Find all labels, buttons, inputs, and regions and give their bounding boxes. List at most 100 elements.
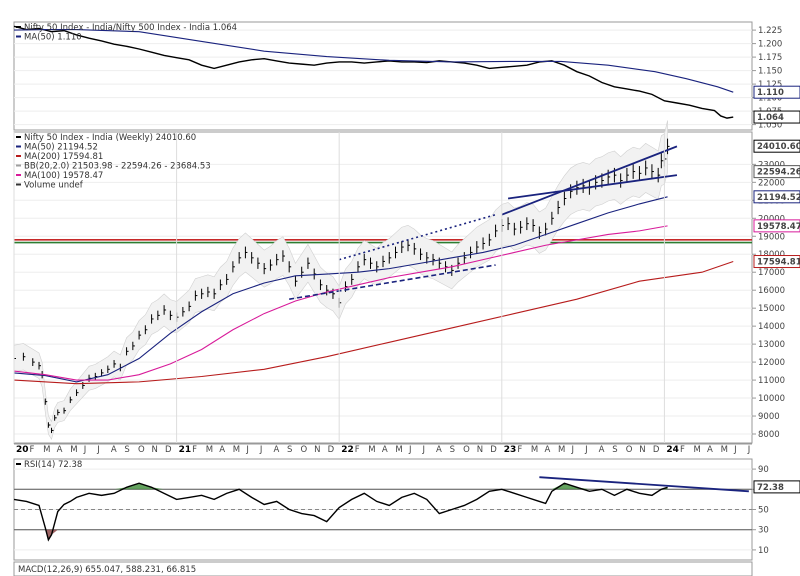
rsi-tick-label-4: 10 <box>758 546 769 556</box>
price-last-value-badge-1 <box>753 165 800 179</box>
x-tick-label-14: M <box>206 445 213 455</box>
price-series-1 <box>13 196 668 383</box>
price-trendline-2 <box>501 145 678 216</box>
ratio-series-0 <box>13 25 734 119</box>
x-tick-label-53: J <box>733 445 737 455</box>
x-tick-label-49: F <box>680 445 685 455</box>
price-tick-label-3: 20000 <box>758 214 785 224</box>
rsi-last-value-badge-0 <box>753 480 800 494</box>
ratio-frame <box>13 21 753 131</box>
x-tick-label-34: N <box>477 445 483 455</box>
x-tick-label-7: A <box>111 445 117 455</box>
price-legend-swatch-4 <box>16 174 21 176</box>
ratio-panel: 1.2251.2001.1751.1501.1251.1001.0751.050… <box>13 21 800 131</box>
bollinger-band <box>13 120 668 441</box>
price-last-value-badge-4 <box>753 255 800 269</box>
x-tick-label-41: J <box>571 445 575 455</box>
x-tick-label-39: A <box>544 445 550 455</box>
x-tick-label-16: M <box>233 445 240 455</box>
rsi-tick-label-2: 50 <box>758 506 769 516</box>
rsi-trendline <box>539 476 749 493</box>
price-last-value-badge-3 <box>753 219 800 233</box>
price-tick-label-9: 14000 <box>758 322 785 332</box>
price-last-value-0: 24010.60 <box>757 142 800 152</box>
price-last-value-4: 17594.81 <box>757 258 800 268</box>
price-tick-label-7: 16000 <box>758 286 785 296</box>
x-tick-label-8: S <box>124 445 129 455</box>
macd-frame <box>13 561 753 576</box>
rsi-series-0 <box>13 482 668 542</box>
x-tick-label-12: 21 <box>179 445 192 455</box>
price-legend-swatch-2 <box>16 155 21 157</box>
price-tick-label-12: 11000 <box>758 376 785 386</box>
x-tick-label-18: J <box>259 445 263 455</box>
x-tick-label-37: F <box>517 445 522 455</box>
x-tick-label-52: M <box>721 445 728 455</box>
x-tick-label-11: D <box>165 445 172 455</box>
x-tick-label-51: A <box>707 445 713 455</box>
ratio-series-1 <box>13 29 734 93</box>
ratio-legend-1: MA(50) 1.110 <box>24 33 82 43</box>
x-tick-label-28: M <box>395 445 402 455</box>
price-legend-3: BB(20,2.0) 21503.98 - 22594.26 - 23684.5… <box>24 162 211 172</box>
x-tick-label-33: O <box>463 445 470 455</box>
price-legend-swatch-3 <box>16 164 21 167</box>
price-tick-label-6: 17000 <box>758 268 785 278</box>
rsi-tick-label-0: 90 <box>758 465 769 475</box>
price-series-2 <box>13 225 668 381</box>
price-tick-label-14: 9000 <box>758 412 780 422</box>
price-tick-label-1: 22000 <box>758 178 785 188</box>
x-tick-label-42: J <box>584 445 588 455</box>
price-last-value-2: 21194.52 <box>757 193 800 203</box>
x-tick-label-25: F <box>355 445 360 455</box>
ratio-tick-label-1: 1.200 <box>758 40 782 50</box>
price-tick-label-4: 19000 <box>758 232 785 242</box>
price-legend-1: MA(50) 21194.52 <box>24 143 98 153</box>
price-legend-5: Volume undef <box>24 181 84 191</box>
x-tick-label-13: F <box>192 445 197 455</box>
x-tick-label-4: M <box>70 445 77 455</box>
rsi-legend-0: RSI(14) 72.38 <box>24 460 82 470</box>
price-legend-swatch-0 <box>16 136 21 138</box>
ratio-tick-label-4: 1.125 <box>758 80 782 90</box>
x-tick-label-44: S <box>612 445 617 455</box>
price-legend-swatch-1 <box>16 145 21 148</box>
x-tick-label-50: M <box>693 445 700 455</box>
x-tick-label-43: A <box>599 445 605 455</box>
price-last-value-badge-0 <box>753 139 800 153</box>
price-tick-label-13: 10000 <box>758 394 785 404</box>
rsi-legend-swatch-0 <box>16 463 21 465</box>
price-legend-0: Nifty 50 Index - India (Weekly) 24010.60 <box>24 133 196 143</box>
ratio-tick-label-3: 1.150 <box>758 67 782 77</box>
x-tick-label-45: O <box>626 445 633 455</box>
price-tick-label-8: 15000 <box>758 304 785 314</box>
x-tick-label-46: N <box>639 445 645 455</box>
x-tick-label-1: F <box>30 445 35 455</box>
price-last-value-1: 22594.26 <box>757 168 800 178</box>
price-tick-label-11: 12000 <box>758 358 785 368</box>
x-tick-label-31: A <box>436 445 442 455</box>
x-tick-label-24: 22 <box>341 445 354 455</box>
x-tick-label-21: O <box>301 445 308 455</box>
price-legend-2: MA(200) 17594.81 <box>24 152 103 162</box>
ratio-tick-label-2: 1.175 <box>758 53 782 63</box>
x-tick-label-47: D <box>653 445 660 455</box>
x-tick-label-29: J <box>408 445 412 455</box>
x-tick-label-26: M <box>368 445 375 455</box>
price-last-value-3: 19578.47 <box>757 222 800 232</box>
price-trendline-1 <box>338 213 496 261</box>
x-tick-label-23: D <box>328 445 335 455</box>
ratio-last-value-1: 1.064 <box>757 113 784 123</box>
ratio-legend-swatch-0 <box>16 26 21 28</box>
x-axis: 20 F M A M J J A S O N D 21 F M A M J J A S O N D 22 F M A M J J A S O N D 2… <box>13 132 752 455</box>
ratio-legend-swatch-1 <box>16 35 21 38</box>
ratio-tick-label-0: 1.225 <box>758 26 782 36</box>
price-last-value-badge-2 <box>753 190 800 204</box>
x-tick-label-22: N <box>314 445 320 455</box>
ratio-last-value-badge-1 <box>753 110 800 124</box>
ratio-tick-label-7: 1.050 <box>758 121 782 131</box>
x-tick-label-19: A <box>273 445 279 455</box>
rsi-oversold-fill <box>14 529 668 540</box>
rsi-last-value-0: 72.38 <box>757 483 784 493</box>
